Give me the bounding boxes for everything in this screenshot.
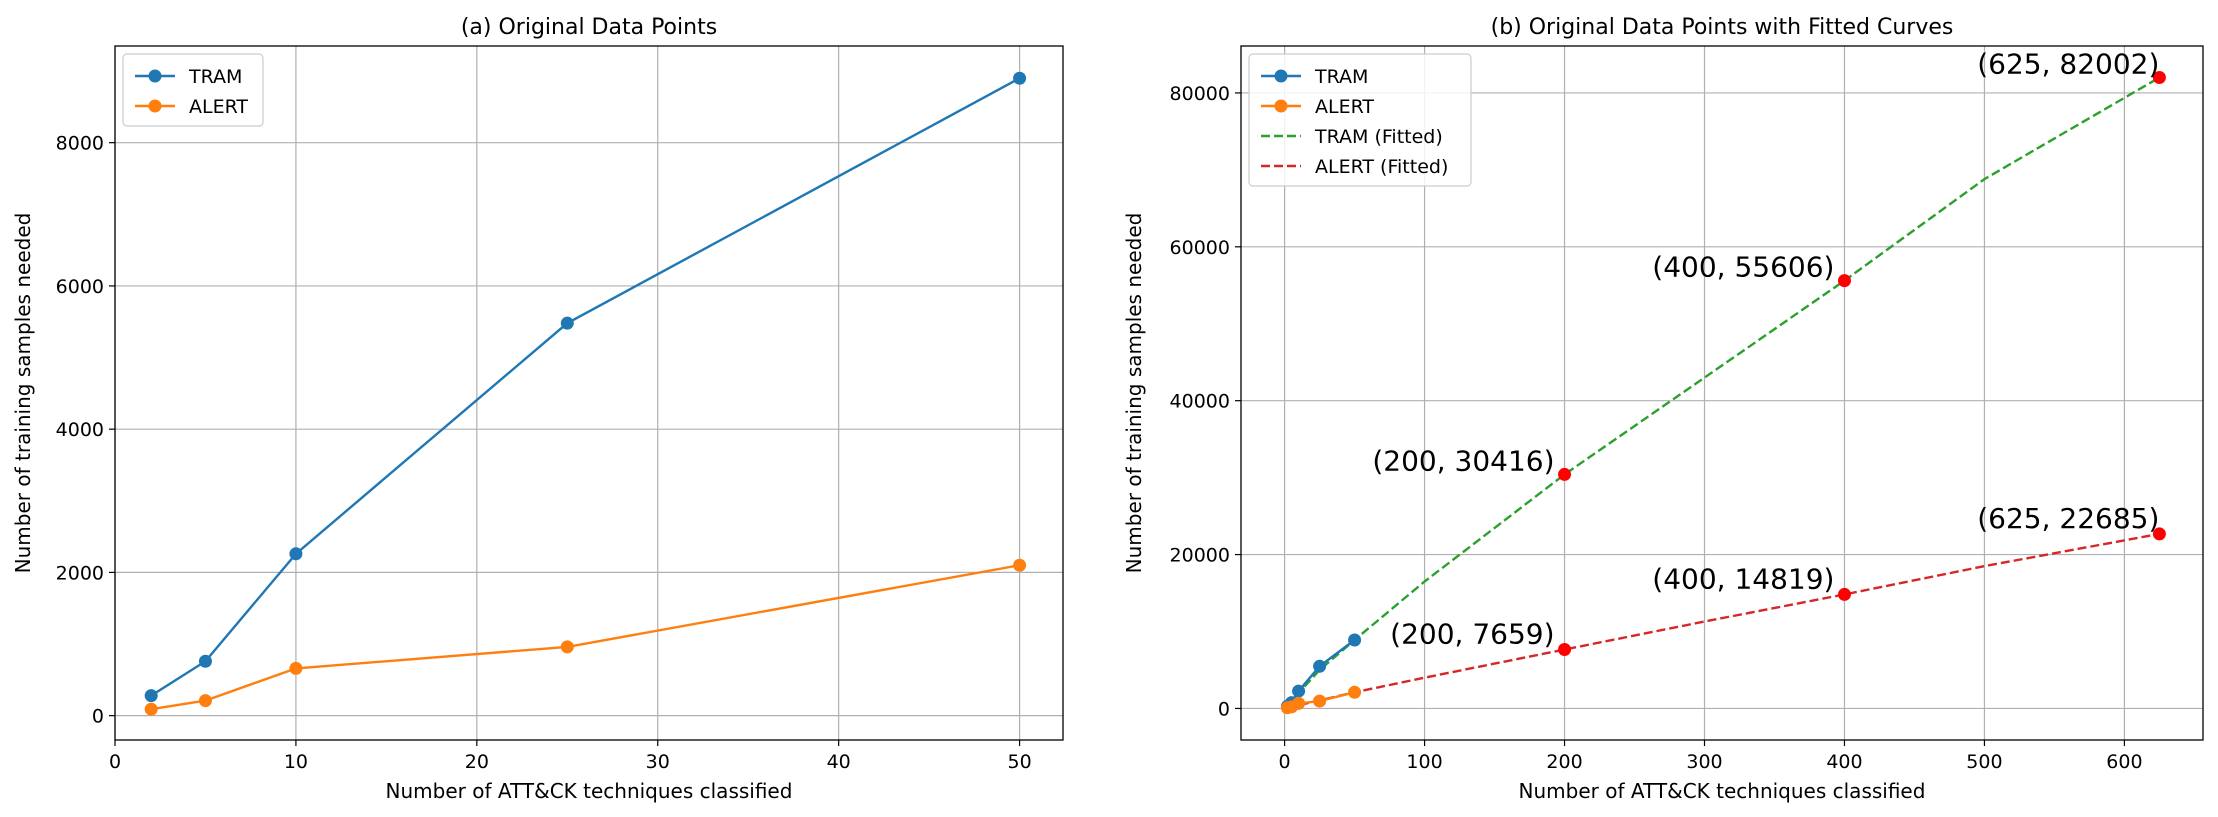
legend-label: TRAM <box>188 66 242 88</box>
chart-panel-b: 0 100 200 300 400 500 600 0 20000 40000 60000 80000… <box>1122 15 2204 803</box>
data-point <box>1013 558 1027 572</box>
x-tick-label: 30 <box>646 751 670 773</box>
legend-box <box>1248 53 1472 187</box>
highlight-point <box>1558 467 1572 481</box>
y-tick-label: 40000 <box>1170 391 1230 413</box>
y-tick-label: 2000 <box>56 562 104 584</box>
legend-marker <box>1274 99 1288 113</box>
data-point <box>198 654 212 668</box>
series-line-alert <box>150 564 1020 711</box>
series-layer <box>1280 76 2161 715</box>
chart-title: (b) Original Data Points with Fitted Cur… <box>1491 15 1954 40</box>
legend-label: TRAM <box>1314 66 1368 88</box>
legend-marker <box>1274 69 1288 83</box>
data-point <box>198 694 212 708</box>
data-point <box>1013 71 1027 85</box>
data-point <box>289 661 303 675</box>
highlight-point <box>1837 587 1851 601</box>
x-tick-label: 500 <box>1966 751 2002 773</box>
annotation-label: (625, 82002) <box>1977 48 2159 81</box>
x-tick-label: 0 <box>1279 751 1291 773</box>
y-tick-label: 60000 <box>1170 237 1230 259</box>
x-axis-label: Number of ATT&CK techniques classified <box>386 779 793 803</box>
y-tick-label: 20000 <box>1170 545 1230 567</box>
annotation-label: (400, 55606) <box>1652 251 1834 284</box>
x-tick-label: 200 <box>1546 751 1582 773</box>
legend-label: TRAM (Fitted) <box>1314 126 1443 148</box>
data-point <box>1348 633 1362 647</box>
x-tick-label: 0 <box>109 751 121 773</box>
data-point <box>144 702 158 716</box>
x-tick-label: 10 <box>284 751 308 773</box>
y-tick-label: 0 <box>1218 698 1230 720</box>
x-tick-label: 600 <box>2106 751 2142 773</box>
annotation-label: (200, 7659) <box>1390 618 1554 651</box>
highlight-point <box>1837 274 1851 288</box>
annotation-label: (400, 14819) <box>1652 562 1834 595</box>
x-tick-label: 40 <box>827 751 851 773</box>
data-point <box>1292 696 1306 710</box>
legend-label: ALERT <box>1315 96 1374 118</box>
series-layer <box>144 71 1027 716</box>
x-tick-label: 50 <box>1007 751 1031 773</box>
chart-panel-a: 0 10 20 30 40 50 0 2000 4000 6000 8000 (a) Original… <box>11 15 1064 803</box>
annotation-label: (200, 30416) <box>1372 444 1554 477</box>
x-axis-label: Number of ATT&CK techniques classified <box>1519 779 1926 803</box>
y-tick-label: 80000 <box>1170 83 1230 105</box>
annotation-label: (625, 22685) <box>1977 502 2159 535</box>
highlight-point <box>1558 643 1572 657</box>
series-line-alert-fitted <box>1287 532 2160 709</box>
x-tick-label: 100 <box>1406 751 1442 773</box>
legend-label: ALERT <box>189 96 248 118</box>
data-point <box>560 640 574 654</box>
data-point <box>1348 685 1362 699</box>
series-line-tram-fitted <box>1286 76 2161 708</box>
y-axis-label: Number of training samples needed <box>11 213 35 574</box>
data-point <box>144 689 158 703</box>
axes-frame <box>1240 45 2204 741</box>
series-line-tram <box>150 77 1021 697</box>
data-point <box>1313 659 1327 673</box>
highlight-point <box>2152 71 2166 85</box>
highlight-point <box>2152 527 2166 541</box>
chart-title: (a) Original Data Points <box>461 15 717 40</box>
y-axis-label: Number of training samples needed <box>1122 213 1146 574</box>
legend-marker <box>148 99 162 113</box>
y-tick-label: 4000 <box>56 419 104 441</box>
data-point <box>560 316 574 330</box>
axes-frame <box>114 45 1064 741</box>
legend-marker <box>148 69 162 83</box>
data-point <box>1292 684 1306 698</box>
x-tick-label: 20 <box>465 751 489 773</box>
x-tick-label: 400 <box>1826 751 1862 773</box>
y-tick-label: 6000 <box>56 276 104 298</box>
x-tick-label: 300 <box>1686 751 1722 773</box>
data-point <box>289 547 303 561</box>
y-tick-label: 8000 <box>56 133 104 155</box>
legend-label: ALERT (Fitted) <box>1315 156 1448 178</box>
data-point <box>1313 694 1327 708</box>
y-tick-label: 0 <box>92 706 104 728</box>
